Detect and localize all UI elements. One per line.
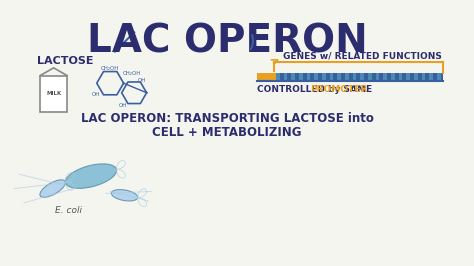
Bar (345, 73, 349, 80)
Text: CELL + METABOLIZING: CELL + METABOLIZING (152, 126, 302, 139)
Bar (337, 73, 341, 80)
Text: LAC OPERON: LAC OPERON (87, 23, 367, 61)
Bar (414, 73, 418, 80)
Bar (322, 73, 326, 80)
FancyBboxPatch shape (40, 76, 67, 112)
Bar (399, 73, 402, 80)
Bar (307, 73, 310, 80)
Bar (391, 73, 395, 80)
Text: E. coli: E. coli (55, 206, 82, 215)
Bar (383, 73, 387, 80)
Bar (276, 73, 280, 80)
Bar (283, 73, 287, 80)
Bar (329, 73, 333, 80)
Text: OH: OH (118, 103, 127, 108)
Bar (437, 73, 441, 80)
Text: CH₂OH: CH₂OH (101, 66, 119, 71)
Text: LACTOSE: LACTOSE (37, 56, 93, 66)
Bar (375, 73, 379, 80)
Bar (314, 73, 318, 80)
Text: PROMOTER: PROMOTER (310, 85, 367, 94)
Ellipse shape (40, 180, 65, 197)
Text: MILK: MILK (46, 91, 61, 96)
Text: CH₂OH: CH₂OH (123, 71, 141, 76)
Bar (406, 73, 410, 80)
Text: LAC OPERON: TRANSPORTING LACTOSE into: LAC OPERON: TRANSPORTING LACTOSE into (81, 112, 374, 125)
Bar (429, 73, 433, 80)
Bar (421, 73, 425, 80)
Text: GENES w/ RELATED FUNCTIONS: GENES w/ RELATED FUNCTIONS (283, 52, 441, 61)
Text: OH: OH (137, 78, 146, 83)
Bar (257, 73, 276, 80)
Bar (291, 73, 295, 80)
Ellipse shape (111, 190, 138, 201)
Bar (368, 73, 372, 80)
Text: OH: OH (91, 92, 100, 97)
Bar (353, 73, 356, 80)
Bar (299, 73, 303, 80)
Bar (360, 73, 364, 80)
Bar (257, 73, 443, 80)
Text: CONTROLLED by SAME: CONTROLLED by SAME (257, 85, 375, 94)
Ellipse shape (65, 164, 117, 188)
